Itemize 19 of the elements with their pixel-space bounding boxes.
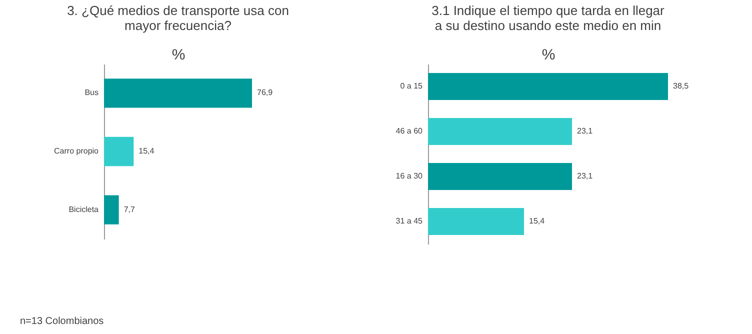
chart-title: 3.1 Indique el tiempo que tarda en llegar a su destino usando este medio en min — [432, 3, 666, 33]
data-label: 15,4 — [529, 216, 546, 226]
y-tick-label: 16 a 30 — [396, 172, 424, 180]
text: n=13 Colombianos — [20, 316, 104, 327]
data-label: 15,4 — [138, 146, 155, 156]
data-label: 38,5 — [673, 82, 690, 90]
x-axis-title: % — [172, 46, 186, 64]
data-label: 7,7 — [124, 204, 136, 214]
data-label: 23,1 — [577, 126, 594, 136]
y-tick-label: Carro propio — [54, 146, 100, 156]
chart-title: 3. ¿Qué medios de transporte usa con mayor frecuencia? — [67, 3, 289, 33]
y-tick-label: 31 a 45 — [396, 216, 424, 226]
y-tick-label: 46 a 60 — [396, 126, 424, 136]
y-tick-label: 0 a 15 — [400, 82, 424, 90]
y-tick-label: Bus — [84, 88, 98, 98]
x-axis-title: % — [542, 46, 556, 64]
y-tick-label: Bicicleta — [68, 204, 100, 214]
data-label: 76,9 — [257, 88, 274, 98]
data-label: 23,1 — [577, 172, 594, 180]
